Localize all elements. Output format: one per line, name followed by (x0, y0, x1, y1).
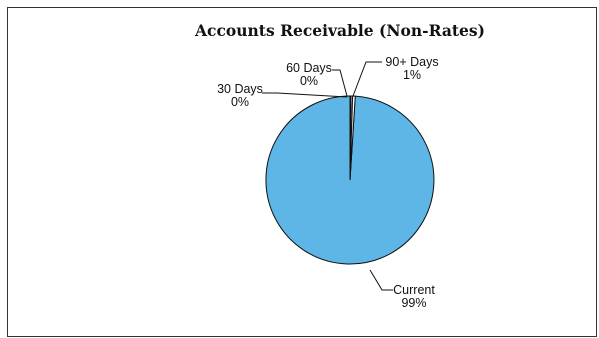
label-60-days-percent: 0% (300, 74, 318, 88)
label-current-percent: 99% (401, 296, 426, 310)
pie-slices (265, 95, 435, 265)
label-90-days-percent: 1% (403, 68, 421, 82)
chart-title: Accounts Receivable (Non-Rates) (194, 21, 485, 40)
label-30-days-percent: 0% (231, 95, 249, 109)
label-60-days-name: 60 Days (286, 61, 332, 75)
label-30-days-name: 30 Days (217, 82, 263, 96)
label-90-days-name: 90+ Days (385, 55, 438, 69)
leader-90-days (352, 61, 382, 97)
label-current-name: Current (393, 283, 435, 297)
leader-60-days (332, 69, 348, 97)
leader-30-days (262, 92, 348, 98)
pie-slice-90-days (349, 95, 356, 181)
leader-current (369, 269, 393, 291)
